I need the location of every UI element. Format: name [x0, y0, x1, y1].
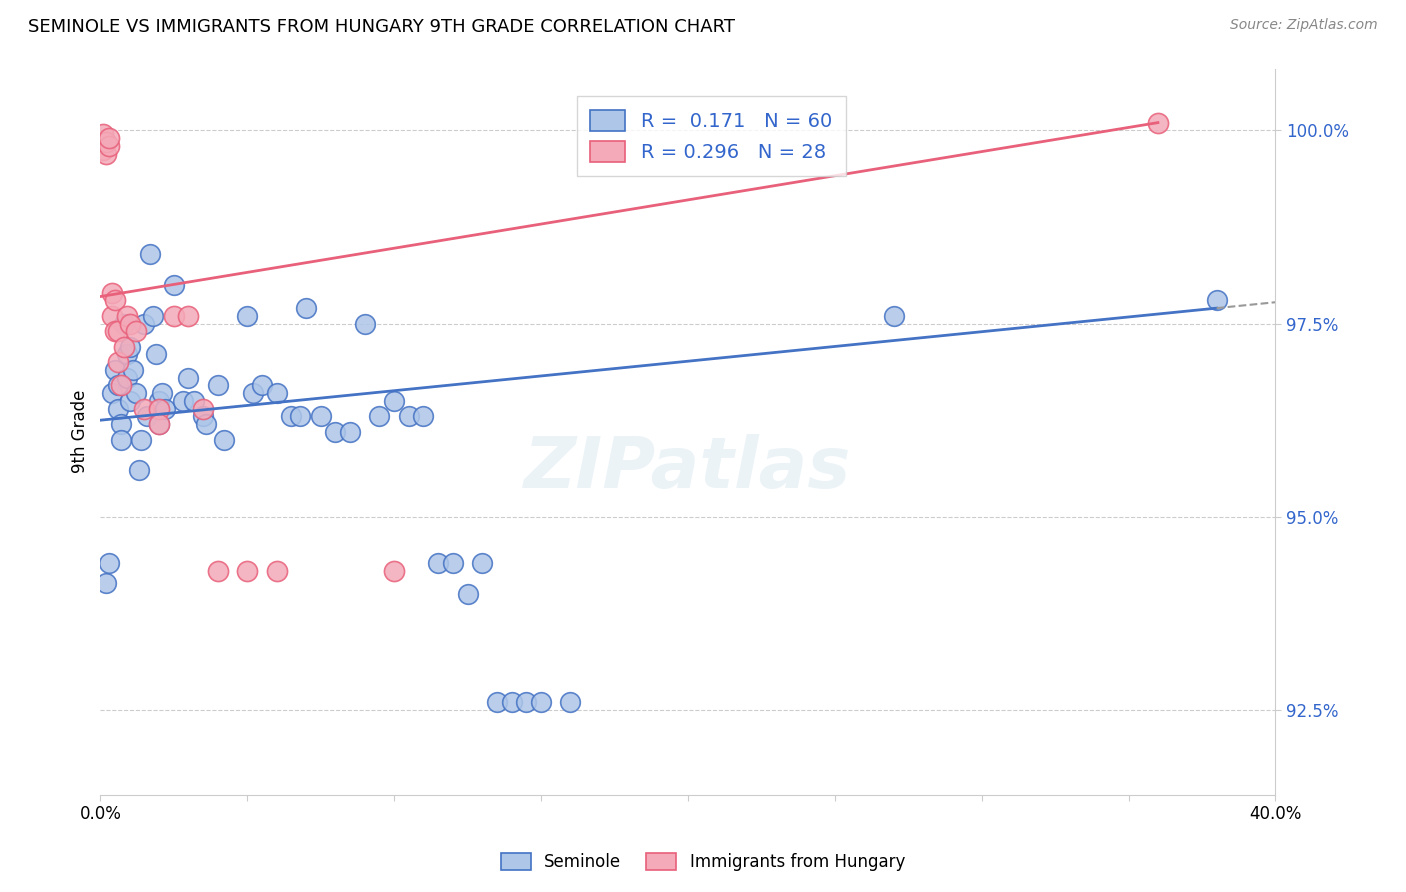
Point	[115, 347, 138, 361]
Point	[339, 425, 361, 439]
Point	[136, 409, 159, 424]
Point	[101, 386, 124, 401]
Point	[107, 324, 129, 338]
Point	[207, 378, 229, 392]
Point	[112, 317, 135, 331]
Point	[441, 556, 464, 570]
Point	[104, 363, 127, 377]
Point	[118, 317, 141, 331]
Point	[104, 324, 127, 338]
Text: Source: ZipAtlas.com: Source: ZipAtlas.com	[1230, 18, 1378, 32]
Point	[107, 378, 129, 392]
Point	[148, 417, 170, 431]
Point	[398, 409, 420, 424]
Point	[148, 417, 170, 431]
Point	[110, 433, 132, 447]
Point	[183, 393, 205, 408]
Point	[118, 340, 141, 354]
Point	[471, 556, 494, 570]
Point	[515, 695, 537, 709]
Point	[501, 695, 523, 709]
Point	[266, 564, 288, 578]
Point	[193, 401, 215, 416]
Point	[96, 135, 118, 149]
Point	[112, 340, 135, 354]
Point	[193, 409, 215, 424]
Point	[457, 587, 479, 601]
Text: ZIPatlas: ZIPatlas	[524, 434, 852, 502]
Point	[145, 347, 167, 361]
Point	[212, 433, 235, 447]
Point	[121, 363, 143, 377]
Y-axis label: 9th Grade: 9th Grade	[72, 390, 89, 474]
Point	[110, 378, 132, 392]
Point	[266, 386, 288, 401]
Point	[96, 146, 118, 161]
Point	[104, 293, 127, 308]
Point	[96, 575, 118, 590]
Point	[142, 309, 165, 323]
Point	[177, 370, 200, 384]
Point	[91, 143, 114, 157]
Point	[163, 309, 186, 323]
Point	[110, 417, 132, 431]
Point	[195, 417, 218, 431]
Point	[153, 401, 176, 416]
Point	[236, 309, 259, 323]
Point	[427, 556, 450, 570]
Point	[107, 401, 129, 416]
Point	[139, 247, 162, 261]
Point	[242, 386, 264, 401]
Point	[150, 386, 173, 401]
Point	[98, 131, 121, 145]
Point	[118, 393, 141, 408]
Point	[1205, 293, 1227, 308]
Point	[128, 463, 150, 477]
Point	[115, 370, 138, 384]
Point	[353, 317, 375, 331]
Point	[560, 695, 582, 709]
Point	[325, 425, 347, 439]
Point	[98, 138, 121, 153]
Point	[236, 564, 259, 578]
Legend: R =  0.171   N = 60, R = 0.296   N = 28: R = 0.171 N = 60, R = 0.296 N = 28	[576, 96, 846, 176]
Point	[101, 285, 124, 300]
Point	[382, 564, 405, 578]
Point	[207, 564, 229, 578]
Legend: Seminole, Immigrants from Hungary: Seminole, Immigrants from Hungary	[492, 845, 914, 880]
Point	[280, 409, 302, 424]
Point	[101, 309, 124, 323]
Point	[382, 393, 405, 408]
Text: SEMINOLE VS IMMIGRANTS FROM HUNGARY 9TH GRADE CORRELATION CHART: SEMINOLE VS IMMIGRANTS FROM HUNGARY 9TH …	[28, 18, 735, 36]
Point	[530, 695, 553, 709]
Point	[98, 556, 121, 570]
Point	[250, 378, 273, 392]
Point	[309, 409, 332, 424]
Point	[148, 401, 170, 416]
Point	[115, 309, 138, 323]
Point	[177, 309, 200, 323]
Point	[412, 409, 434, 424]
Point	[134, 401, 156, 416]
Point	[882, 309, 904, 323]
Point	[485, 695, 508, 709]
Point	[172, 393, 194, 408]
Point	[91, 127, 114, 141]
Point	[1147, 115, 1170, 129]
Point	[288, 409, 311, 424]
Point	[131, 433, 153, 447]
Point	[124, 386, 146, 401]
Point	[368, 409, 391, 424]
Point	[134, 317, 156, 331]
Point	[163, 277, 186, 292]
Point	[107, 355, 129, 369]
Point	[148, 393, 170, 408]
Point	[124, 324, 146, 338]
Point	[295, 301, 318, 315]
